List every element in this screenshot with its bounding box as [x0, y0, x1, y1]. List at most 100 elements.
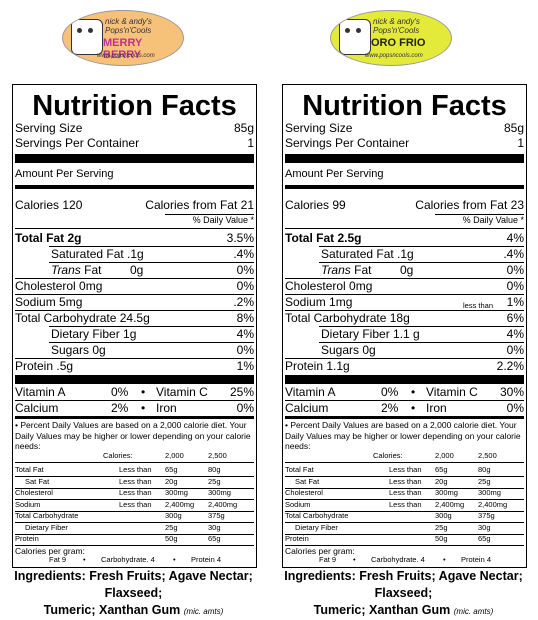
dv-table-row: Sodium Less than 2,400mg 2,400mg: [285, 500, 524, 511]
dv-table-cell: 65g: [478, 534, 491, 543]
protein-dv: 1%: [236, 359, 254, 373]
dv-table-cell: Protein: [285, 534, 309, 543]
bullet: •: [411, 401, 416, 415]
divider: [15, 228, 254, 229]
protein-dv: 2.2%: [496, 359, 524, 373]
dv-table-cell: Total Carbohydrate: [15, 511, 79, 520]
dv-row-divider: [285, 476, 524, 477]
protein-per-gram: Protein 4: [191, 555, 222, 564]
carbohydrate-per-gram: Carbohydrate. 4: [101, 555, 155, 564]
bullet: •: [141, 385, 146, 399]
nutrition-panel: Nutrition Facts Serving Size 85g Serving…: [282, 84, 527, 568]
brand-logo: nick & andy's Pops'n'Cools MERRY BERRY w…: [62, 10, 184, 66]
dv-table-cell: 300mg: [435, 488, 458, 497]
sodium-dv: .2%: [233, 295, 254, 309]
dv-header-2500: 2,500: [478, 451, 497, 460]
dv-table-row: Cholesterol Less than 300mg 300mg: [15, 488, 254, 499]
dv-table-row: Total Fat Less than 65g 80g: [15, 465, 254, 476]
trans-fat: Trans Fat: [321, 263, 371, 278]
sodium: Sodium 5mg: [15, 295, 83, 309]
carbohydrate-per-gram: Carbohydrate. 4: [371, 555, 425, 564]
serving-size-value: 85g: [503, 121, 524, 135]
calcium-dv: 2%: [111, 401, 129, 415]
iron-dv: 0%: [506, 401, 524, 415]
calories: Calories 120: [15, 198, 83, 212]
total-fat: Total Fat 2.5g: [285, 231, 362, 245]
dv-row-divider: [15, 533, 254, 535]
dv-table-cell: 65g: [165, 465, 178, 474]
fat-per-gram: Fat 9: [319, 555, 337, 564]
ingredients-line2-text: Tumeric; Xanthan Gum: [313, 603, 451, 617]
serving-size-label: Serving Size: [15, 121, 83, 135]
trans-fat-word: Fat: [354, 263, 372, 277]
dv-table-row: Sat Fat Less than 20g 25g: [15, 477, 254, 488]
sugars: Sugars 0g: [321, 343, 376, 357]
dv-table-cell: Less than: [389, 488, 422, 497]
daily-value-header: % Daily Value *: [462, 215, 524, 225]
amount-per-serving: Amount Per Serving: [15, 168, 114, 180]
dv-table-row: Sat Fat Less than 20g 25g: [285, 477, 524, 488]
cholesterol-dv: 0%: [236, 279, 254, 293]
saturated-fat-dv: .4%: [503, 247, 524, 261]
dv-table-cell: 25g: [478, 476, 491, 486]
total-fat-dv: 3.5%: [226, 231, 254, 245]
brand-line1: nick & andy's: [105, 17, 152, 26]
brand-line2: Pops'n'Cools: [105, 26, 152, 35]
dv-row-divider: [15, 487, 254, 489]
dv-table-cell: Dietary Fiber: [295, 522, 338, 532]
bullet: •: [173, 555, 176, 564]
dv-table-cell: Less than: [389, 465, 422, 474]
dv-table-cell: 20g: [165, 476, 178, 486]
thick-divider: [15, 154, 254, 163]
dv-table-cell: 65g: [208, 534, 221, 543]
bullet: •: [141, 401, 146, 415]
medium-divider: [285, 185, 524, 189]
cholesterol: Cholesterol 0mg: [285, 279, 373, 293]
dv-table-cell: 375g: [208, 511, 225, 520]
total-fat-dv: 4%: [506, 231, 524, 245]
serving-size-value: 85g: [233, 121, 254, 135]
sugars-dv: 0%: [506, 343, 524, 357]
bullet: •: [443, 555, 446, 564]
vitamin-c: Vitamin C: [156, 385, 208, 399]
dv-table-row: Total Carbohydrate 300g 375g: [15, 511, 254, 522]
dv-table-cell: 80g: [208, 465, 221, 474]
sugars-dv: 0%: [236, 343, 254, 357]
cartoon-face-icon: [71, 19, 103, 55]
dv-header-2500: 2,500: [208, 451, 227, 460]
dv-table-row: Cholesterol Less than 300mg 300mg: [285, 488, 524, 499]
daily-value-footnote: • Percent Daily Values are based on a 2,…: [285, 420, 521, 451]
cholesterol-dv: 0%: [506, 279, 524, 293]
dv-table-cell: Dietary Fiber: [25, 522, 68, 532]
dietary-fiber: Dietary Fiber 1.1 g: [321, 327, 420, 341]
flavor-name: ORO FRIO: [371, 37, 426, 49]
trans-fat-amount: 0g: [130, 263, 144, 277]
nutrition-facts-title: Nutrition Facts: [32, 90, 237, 122]
dv-table-cell: 2,400mg: [165, 499, 195, 509]
dv-table-cell: 300g: [165, 511, 182, 520]
total-carbohydrate: Total Carbohydrate 24.5g: [15, 311, 150, 325]
dv-header-2000: 2,000: [165, 451, 184, 460]
servings-per-container-value: 1: [247, 136, 254, 150]
ingredients-line2-text: Tumeric; Xanthan Gum: [43, 603, 181, 617]
dv-header-2000: 2,000: [435, 451, 454, 460]
dv-table-cell: 300mg: [165, 488, 188, 497]
dv-table-cell: Total Carbohydrate: [285, 511, 349, 520]
brand-logo: nick & andy's Pops'n'Cools ORO FRIO www.…: [330, 10, 452, 66]
dv-table-cell: Sat Fat: [295, 476, 320, 486]
serving-size-label: Serving Size: [285, 121, 353, 135]
sodium: Sodium 1mg: [285, 295, 353, 309]
brand-name: nick & andy's Pops'n'Cools: [373, 17, 420, 35]
dv-table-cell: 30g: [478, 522, 491, 532]
sodium-dv: 1%: [506, 295, 524, 309]
protein-per-gram: Protein 4: [461, 555, 492, 564]
dv-table-cell: 2,400mg: [435, 499, 465, 509]
nutrition-label-right: nick & andy's Pops'n'Cools ORO FRIO www.…: [282, 0, 527, 617]
trans-fat-word: Fat: [84, 263, 102, 277]
calories: Calories 99: [285, 198, 346, 212]
bullet: •: [353, 555, 356, 564]
ingredients-line2: Tumeric; Xanthan Gum (mic. amts): [12, 602, 255, 620]
dv-table-cell: 20g: [435, 476, 448, 486]
total-carbohydrate-dv: 8%: [236, 311, 254, 325]
dv-header-calories: Calories:: [373, 451, 403, 460]
